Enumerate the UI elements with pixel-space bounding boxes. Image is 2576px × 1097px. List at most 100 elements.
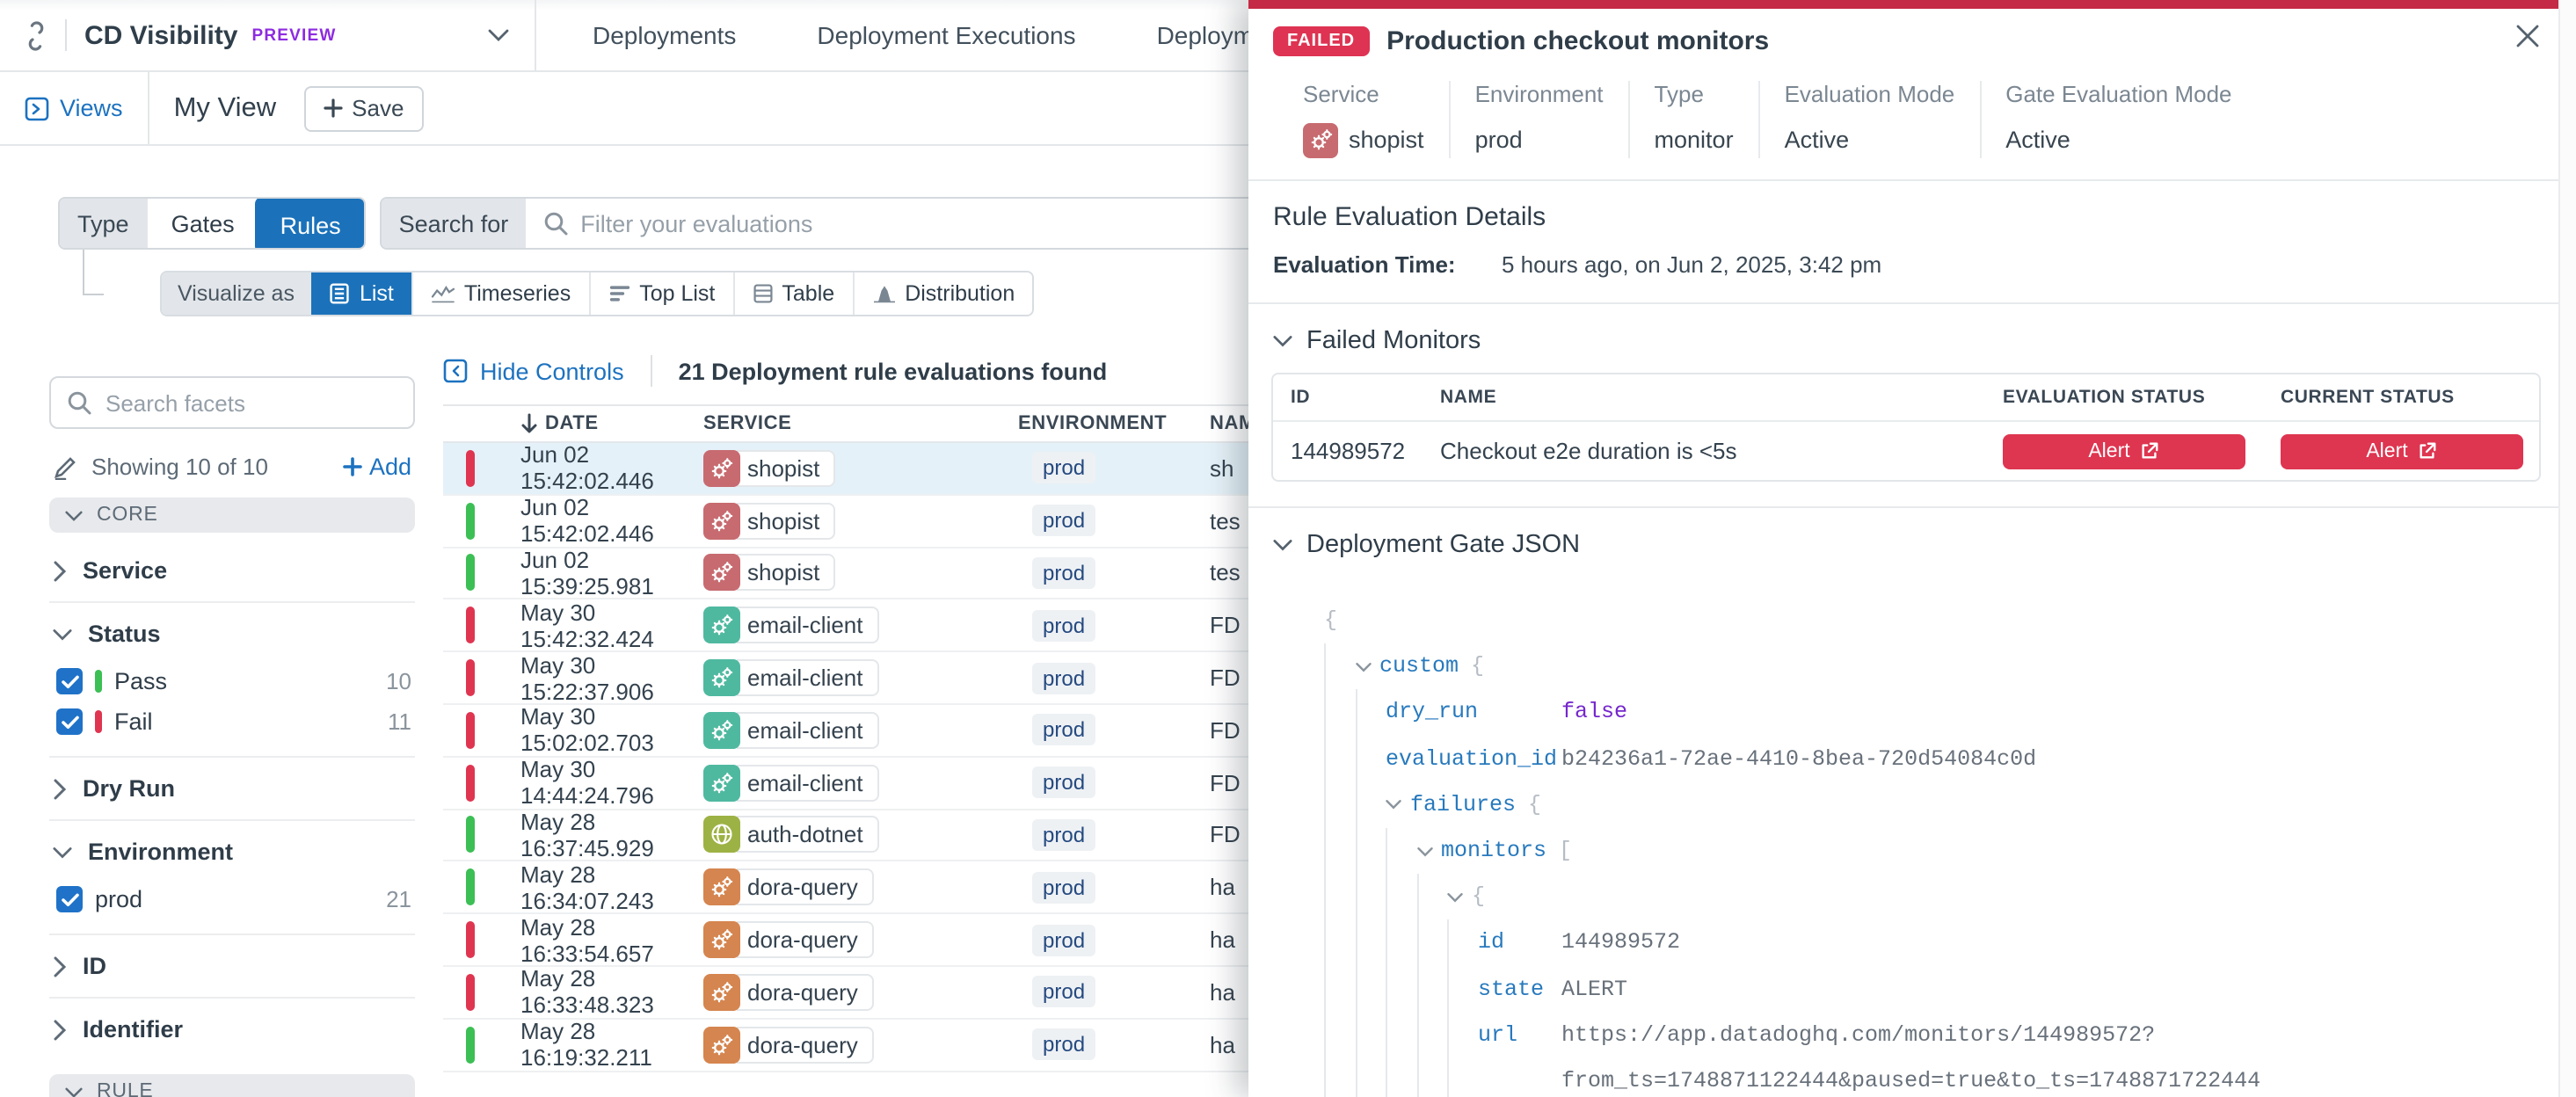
- save-view-button[interactable]: Save: [304, 85, 424, 131]
- env-pill[interactable]: prod: [1032, 871, 1096, 904]
- service-pill[interactable]: auth-dotnet: [703, 816, 879, 854]
- service-pill[interactable]: dora-query: [703, 921, 874, 959]
- globe-icon: [703, 816, 740, 854]
- facet-identifier[interactable]: Identifier: [49, 1002, 415, 1057]
- gears-icon: [703, 1026, 740, 1064]
- facet-value-pass[interactable]: Pass 10: [49, 661, 415, 701]
- meta-evaluation-mode: Evaluation Mode Active: [1785, 81, 1982, 158]
- cell-name: ha: [1210, 978, 1235, 1006]
- status-bar-pass: [466, 868, 475, 906]
- env-pill[interactable]: prod: [1032, 452, 1096, 484]
- current-status-alert-button[interactable]: Alert: [2281, 433, 2523, 469]
- facet-environment[interactable]: Environment: [49, 825, 415, 879]
- failed-monitors-section[interactable]: Failed Monitors: [1271, 304, 2576, 373]
- env-pill[interactable]: prod: [1032, 1028, 1096, 1061]
- service-pill[interactable]: shopist: [703, 502, 836, 540]
- service-pill[interactable]: shopist: [703, 554, 836, 592]
- checkbox-checked[interactable]: [56, 708, 83, 735]
- service-pill[interactable]: email-client: [703, 659, 879, 697]
- visualize-option-list[interactable]: List: [309, 272, 411, 315]
- chevron-down-icon[interactable]: [1355, 643, 1379, 689]
- checkbox-checked[interactable]: [56, 886, 83, 912]
- checkbox-checked[interactable]: [56, 668, 83, 694]
- distribution-icon: [871, 283, 896, 304]
- service-pill[interactable]: email-client: [703, 711, 879, 749]
- chevron-down-icon[interactable]: [487, 28, 510, 42]
- json-viewer: {custom{dry_run false evaluation_id b24236a…: [1271, 577, 2576, 1097]
- service-pill[interactable]: dora-query: [703, 973, 874, 1011]
- search-input[interactable]: Filter your evaluations: [526, 199, 1310, 248]
- type-option-gates[interactable]: Gates: [146, 199, 258, 248]
- facet-value-prod[interactable]: prod 21: [49, 879, 415, 919]
- facet-value-fail[interactable]: Fail 11: [49, 701, 415, 742]
- visualize-label: Visualize as: [162, 272, 310, 315]
- visualize-option-distribution[interactable]: Distribution: [852, 272, 1033, 315]
- chevron-down-icon[interactable]: [1416, 828, 1441, 874]
- chevron-down-icon[interactable]: [1447, 874, 1472, 919]
- cell-date: May 28 16:34:07.243: [520, 861, 654, 914]
- visualize-option-top-list[interactable]: Top List: [588, 272, 733, 315]
- add-facet-button[interactable]: Add: [343, 454, 411, 480]
- cell-date: May 28 16:33:48.323: [520, 965, 654, 1019]
- product-switcher[interactable]: CD Visibility PREVIEW: [0, 0, 536, 70]
- status-bar-fail: [466, 921, 475, 959]
- env-pill[interactable]: prod: [1032, 818, 1096, 851]
- close-icon[interactable]: [2514, 23, 2541, 49]
- service-pill[interactable]: email-client: [703, 607, 879, 644]
- env-pill[interactable]: prod: [1032, 662, 1096, 694]
- env-pill[interactable]: prod: [1032, 976, 1096, 1008]
- facet-dry-run[interactable]: Dry Run: [49, 761, 415, 816]
- evaluation-status-alert-button[interactable]: Alert: [2003, 433, 2245, 469]
- visualize-option-timeseries[interactable]: Timeseries: [411, 272, 589, 315]
- external-link-icon: [2143, 442, 2159, 459]
- nav-tab-deployment-executions[interactable]: Deployment Executions: [817, 21, 1076, 49]
- type-option-rules[interactable]: Rules: [255, 199, 364, 248]
- result-count: 21 Deployment rule evaluations found: [678, 358, 1108, 384]
- service-pill[interactable]: dora-query: [703, 1026, 874, 1064]
- cell-name: ha: [1210, 1031, 1235, 1058]
- facet-group-core[interactable]: CORE: [49, 498, 415, 533]
- deployment-gate-json-section[interactable]: Deployment Gate JSON: [1271, 508, 2576, 577]
- cell-name: ha: [1210, 874, 1235, 901]
- column-date[interactable]: DATE: [520, 413, 703, 434]
- evaluation-time-row: Evaluation Time: 5 hours ago, on Jun 2, …: [1271, 239, 2576, 302]
- status-bar-fail: [466, 607, 475, 644]
- facet-service[interactable]: Service: [49, 543, 415, 598]
- gears-icon: [703, 921, 740, 959]
- pencil-icon[interactable]: [53, 454, 77, 479]
- env-pill[interactable]: prod: [1032, 609, 1096, 642]
- facet-environment-label: Environment: [88, 839, 234, 865]
- evaluation-detail-panel: FAILED Production checkout monitors Serv…: [1248, 0, 2576, 1097]
- service-pill[interactable]: dora-query: [703, 868, 874, 906]
- table-row[interactable]: May 30 15:42:32.424 email-client prod FD: [443, 599, 2576, 653]
- facet-group-rule[interactable]: RULE: [49, 1074, 415, 1097]
- service-pill[interactable]: shopist: [703, 449, 836, 487]
- panel-meta: Service shopist Environment prod Type monitor…: [1248, 67, 2576, 179]
- panel-scrollbar[interactable]: [2558, 0, 2576, 1097]
- gears-icon: [1303, 122, 1338, 157]
- monitors-table: ID NAME EVALUATION STATUS CURRENT STATUS…: [1271, 373, 2541, 482]
- visualize-option-table[interactable]: Table: [732, 272, 853, 315]
- column-environment[interactable]: ENVIRONMENT: [1018, 413, 1168, 434]
- env-pill[interactable]: prod: [1032, 766, 1096, 799]
- cell-name: FD: [1210, 665, 1241, 692]
- facet-search-input[interactable]: Search facets: [49, 376, 415, 429]
- column-service[interactable]: SERVICE: [703, 413, 792, 434]
- chevron-down-icon[interactable]: [1386, 782, 1410, 828]
- env-pill[interactable]: prod: [1032, 924, 1096, 956]
- env-pill[interactable]: prod: [1032, 556, 1096, 589]
- env-pill[interactable]: prod: [1032, 714, 1096, 746]
- meta-type: Type monitor: [1655, 81, 1760, 158]
- facet-status[interactable]: Status: [49, 607, 415, 661]
- gears-icon: [703, 449, 740, 487]
- facet-id[interactable]: ID: [49, 939, 415, 993]
- table-row[interactable]: May 30 14:44:24.796 email-client prod FD: [443, 756, 2576, 810]
- hide-controls-button[interactable]: Hide Controls: [443, 358, 624, 384]
- table-icon: [752, 283, 773, 304]
- views-button[interactable]: Views: [0, 72, 149, 144]
- facet-id-label: ID: [83, 953, 106, 979]
- nav-tab-deployments[interactable]: Deployments: [593, 21, 737, 49]
- service-pill[interactable]: email-client: [703, 764, 879, 802]
- search-group: Search for Filter your evaluations: [379, 197, 1312, 250]
- env-pill[interactable]: prod: [1032, 505, 1096, 537]
